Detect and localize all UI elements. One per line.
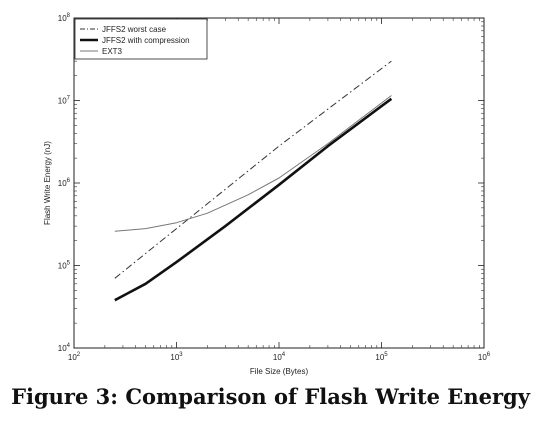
- x-tick-label: 103: [170, 352, 183, 362]
- x-tick-label: 105: [375, 352, 388, 362]
- x-tick-label: 102: [68, 352, 81, 362]
- axis-ticks: 102 103 104 105 106 104 105 106 107 108: [58, 13, 491, 362]
- legend-label: JFFS2 with compression: [102, 36, 190, 45]
- y-axis-label: Flash Write Energy (nJ): [43, 141, 52, 225]
- plot-frame: [73, 17, 485, 349]
- legend-label: JFFS2 worst case: [102, 25, 167, 34]
- series-layer: [114, 60, 393, 302]
- legend-label: EXT3: [102, 47, 123, 56]
- series-line-1: [114, 97, 393, 302]
- figure-caption: Figure 3: Comparison of Flash Write Ener…: [11, 384, 530, 409]
- legend: JFFS2 worst case JFFS2 with compression EX…: [74, 18, 208, 60]
- y-tick-label: 107: [58, 96, 71, 106]
- x-axis-label: File Size (Bytes): [250, 367, 309, 376]
- y-tick-label: 105: [58, 261, 71, 271]
- line-chart: 102 103 104 105 106 104 105 106 107 108 JFFS2 wor…: [43, 13, 491, 376]
- y-tick-label: 106: [58, 178, 71, 188]
- series-line-0: [114, 60, 392, 279]
- y-tick-label: 104: [58, 343, 71, 353]
- y-tick-label: 108: [58, 13, 71, 23]
- x-tick-label: 106: [478, 352, 491, 362]
- x-tick-label: 104: [273, 352, 286, 362]
- series-line-2: [114, 95, 392, 232]
